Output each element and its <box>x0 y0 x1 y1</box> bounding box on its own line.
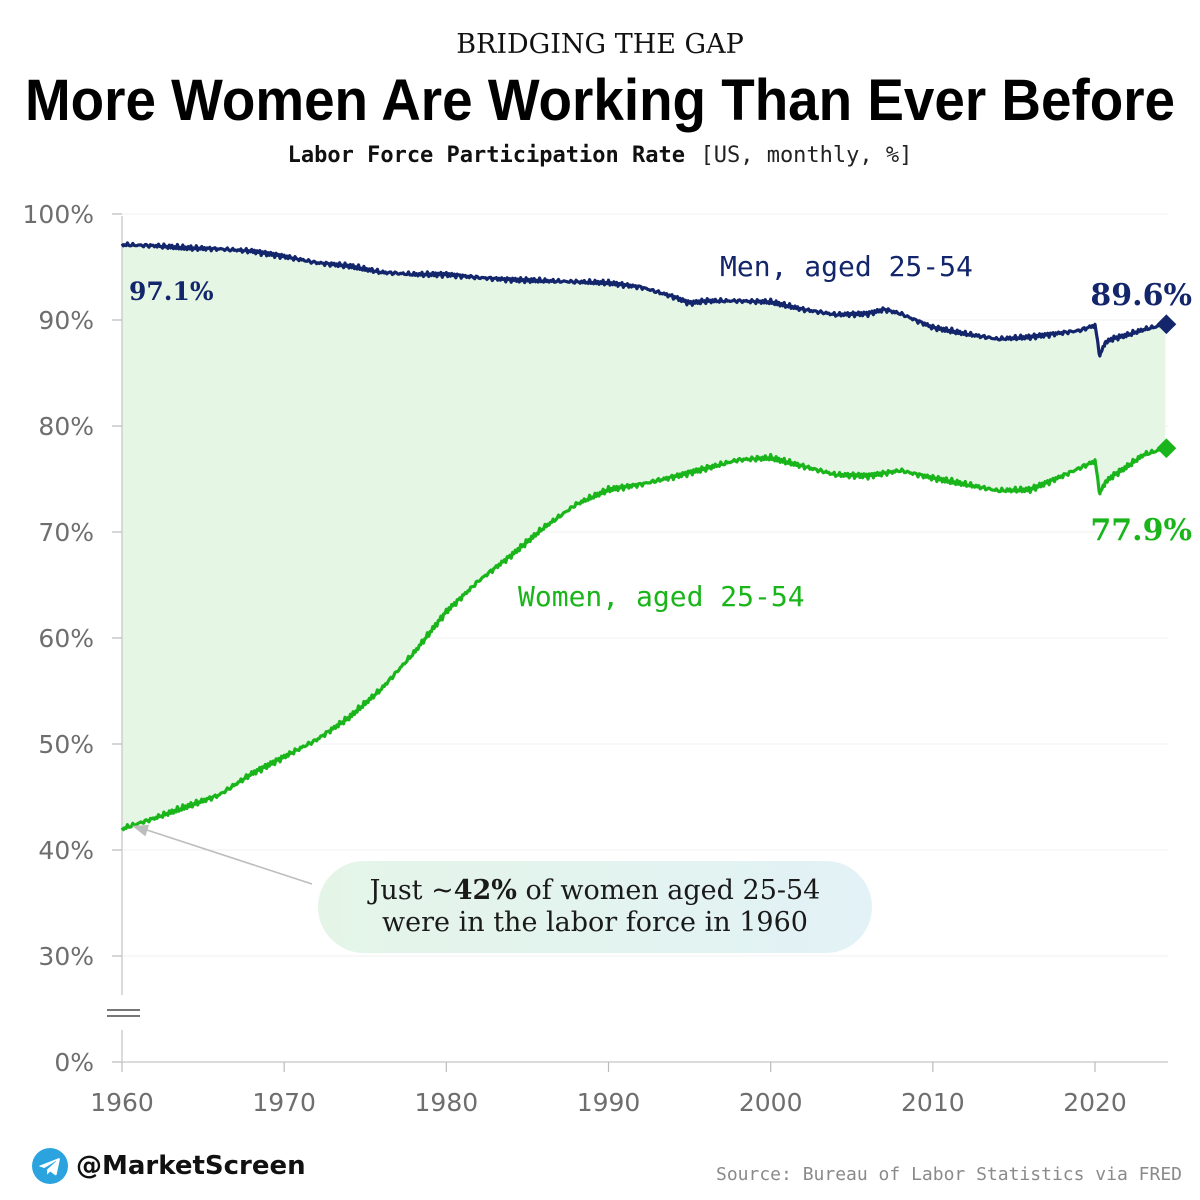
y-tick-label: 70% <box>38 518 94 547</box>
x-tick-label: 1970 <box>252 1088 316 1117</box>
source-note: Source: Bureau of Labor Statistics via F… <box>716 1164 1182 1185</box>
y-tick-label: 90% <box>38 306 94 335</box>
chart-title: More Women Are Working Than Ever Before <box>25 68 1175 133</box>
y-tick-label: 80% <box>38 412 94 441</box>
brand[interactable]: @MarketScreen <box>32 1148 306 1184</box>
callout-suffix: of women aged 25-54 <box>516 875 821 906</box>
chart-subtitle-units: [US, monthly, %] <box>700 143 912 168</box>
women-series-label: Women, aged 25-54 <box>518 580 805 613</box>
callout-highlight: 42% <box>453 875 517 906</box>
men-end-value: 89.6% <box>1090 278 1192 313</box>
telegram-icon <box>32 1148 68 1184</box>
chart-subtitle: Labor Force Participation Rate [US, mont… <box>288 142 913 168</box>
men-start-value: 97.1% <box>129 277 214 306</box>
men-series-label: Men, aged 25-54 <box>720 250 973 283</box>
y-tick-label: 40% <box>38 836 94 865</box>
y-tick-label: 0% <box>54 1048 94 1077</box>
men-series-line <box>120 241 1166 358</box>
callout-line-2: were in the labor force in 1960 <box>382 907 808 938</box>
gap-fill-area <box>122 242 1166 830</box>
y-tick-label: 60% <box>38 624 94 653</box>
chart-subtitle-bold: Labor Force Participation Rate <box>288 143 685 168</box>
x-tick-label: 1980 <box>415 1088 479 1117</box>
women-series-line <box>120 445 1166 832</box>
women-end-value: 77.9% <box>1090 513 1192 548</box>
callout-prefix: Just ~ <box>369 875 454 906</box>
women-end-marker <box>1156 438 1177 459</box>
brand-handle: @MarketScreen <box>76 1151 306 1181</box>
x-tick-label: 2010 <box>901 1088 965 1117</box>
annotation-callout: Just ~42% of women aged 25-54 were in th… <box>318 861 872 953</box>
annotation-arrowhead <box>132 825 150 837</box>
men-end-marker <box>1156 314 1177 335</box>
annotation-arrow <box>139 827 313 885</box>
y-tick-label: 100% <box>23 200 94 229</box>
x-tick-label: 1990 <box>577 1088 641 1117</box>
y-tick-label: 30% <box>38 942 94 971</box>
x-tick-label: 1960 <box>90 1088 154 1117</box>
chart-kicker: BRIDGING THE GAP <box>456 29 744 60</box>
x-tick-label: 2000 <box>739 1088 803 1117</box>
y-tick-label: 50% <box>38 730 94 759</box>
x-tick-label: 2020 <box>1063 1088 1127 1117</box>
callout-line-1: Just ~42% of women aged 25-54 <box>370 875 821 907</box>
